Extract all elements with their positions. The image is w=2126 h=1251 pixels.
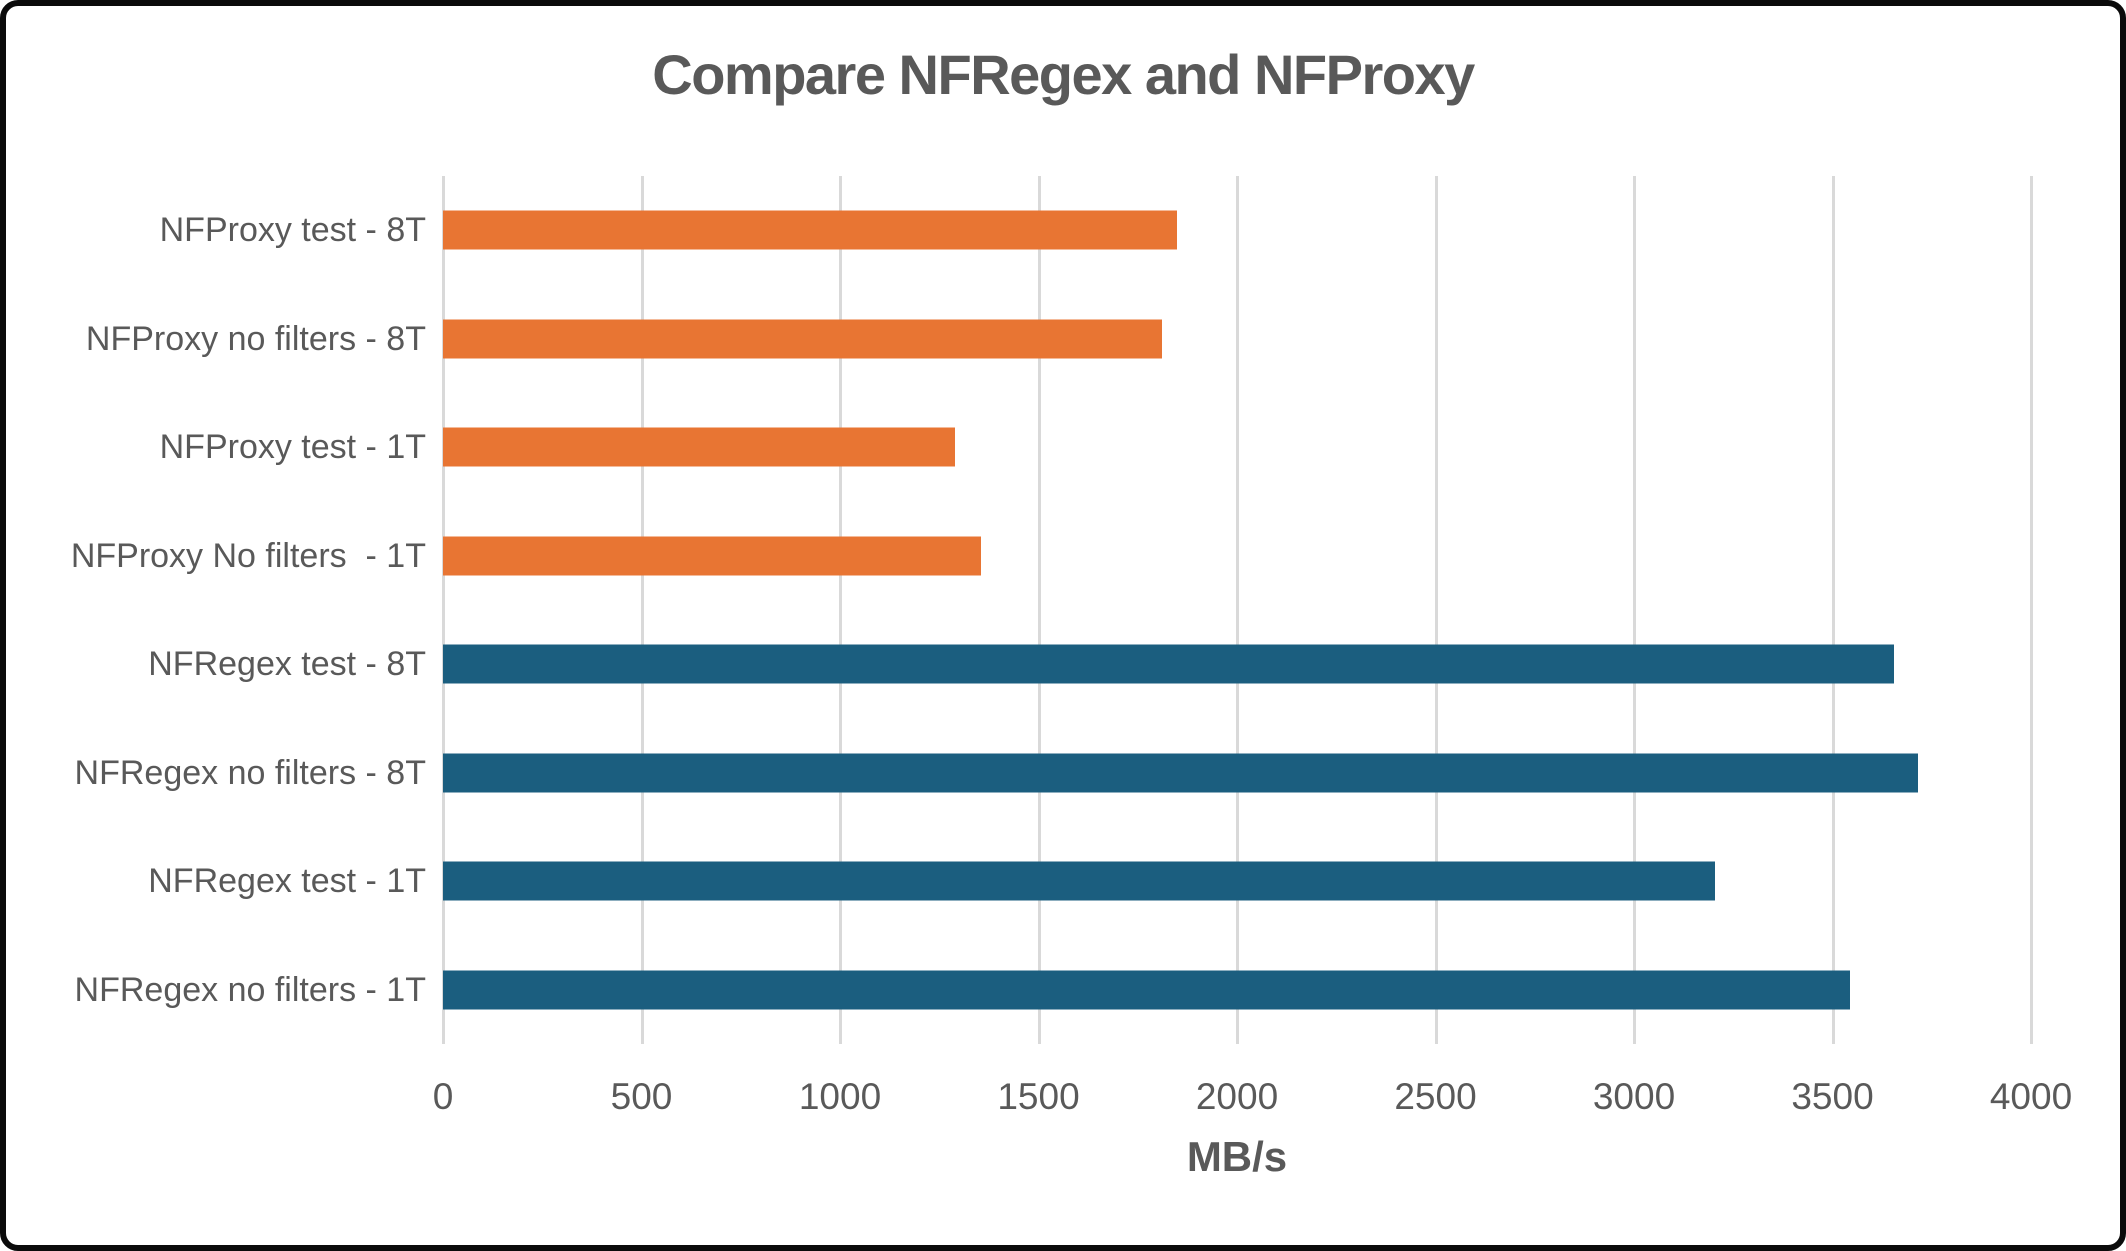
gridline-x-500	[640, 176, 644, 1044]
gridline-x-1000	[839, 176, 842, 1044]
category-label: NFProxy No filters - 1T	[70, 536, 426, 575]
x-tick-label: 2000	[1195, 1076, 1279, 1117]
bar-nfproxy-no-filters---8t	[443, 319, 1162, 359]
category-label: NFProxy test - 1T	[159, 428, 426, 467]
bar-row	[443, 393, 2031, 502]
category-label: NFRegex test - 8T	[148, 645, 426, 684]
category-label: NFRegex test - 1T	[148, 862, 426, 901]
bar-nfregex-test---1t	[443, 861, 1716, 901]
bar-nfregex-test---8t	[443, 644, 1895, 684]
gridline-x-3000	[1633, 176, 1636, 1044]
x-tick-label: 1500	[997, 1076, 1080, 1117]
gridline-x-2500	[1434, 176, 1438, 1044]
x-axis-title: MB/s	[1186, 1133, 1288, 1180]
chart-title: Compare NFRegex and NFProxy	[652, 43, 1475, 106]
category-label: NFProxy no filters - 8T	[85, 319, 426, 358]
x-tick-label: 2500	[1394, 1076, 1477, 1117]
category-label: NFRegex no filters - 1T	[74, 970, 426, 1009]
gridline-x-4000	[2030, 176, 2033, 1044]
gridline-x-1500	[1037, 176, 1041, 1044]
gridline-x-3500	[1831, 176, 1835, 1044]
x-tick-label: 0	[432, 1076, 454, 1117]
bar-nfregex-no-filters---1t	[443, 970, 1851, 1010]
bar-row	[443, 719, 2031, 828]
bar-nfproxy-test---1t	[443, 427, 956, 467]
bar-row	[443, 610, 2031, 719]
bar-row	[443, 176, 2031, 285]
bar-row	[443, 502, 2031, 611]
gridline-x-0	[442, 176, 445, 1044]
plot-area	[442, 176, 2033, 1045]
x-tick-label: 3500	[1791, 1076, 1874, 1117]
x-tick-label: 3000	[1592, 1076, 1676, 1117]
bar-nfproxy-no-filters---1t	[443, 536, 981, 576]
category-label: NFProxy test - 8T	[159, 211, 426, 250]
category-label: NFRegex no filters - 8T	[74, 753, 426, 792]
x-tick-label: 500	[610, 1076, 673, 1117]
bar-row	[443, 285, 2031, 394]
x-tick-label: 4000	[1989, 1076, 2073, 1117]
bar-row	[443, 936, 2031, 1045]
gridline-x-2000	[1236, 176, 1239, 1044]
x-tick-label: 1000	[798, 1076, 882, 1117]
bar-nfproxy-test---8t	[443, 210, 1178, 250]
bar-nfregex-no-filters---8t	[443, 753, 1918, 793]
bar-row	[443, 827, 2031, 936]
